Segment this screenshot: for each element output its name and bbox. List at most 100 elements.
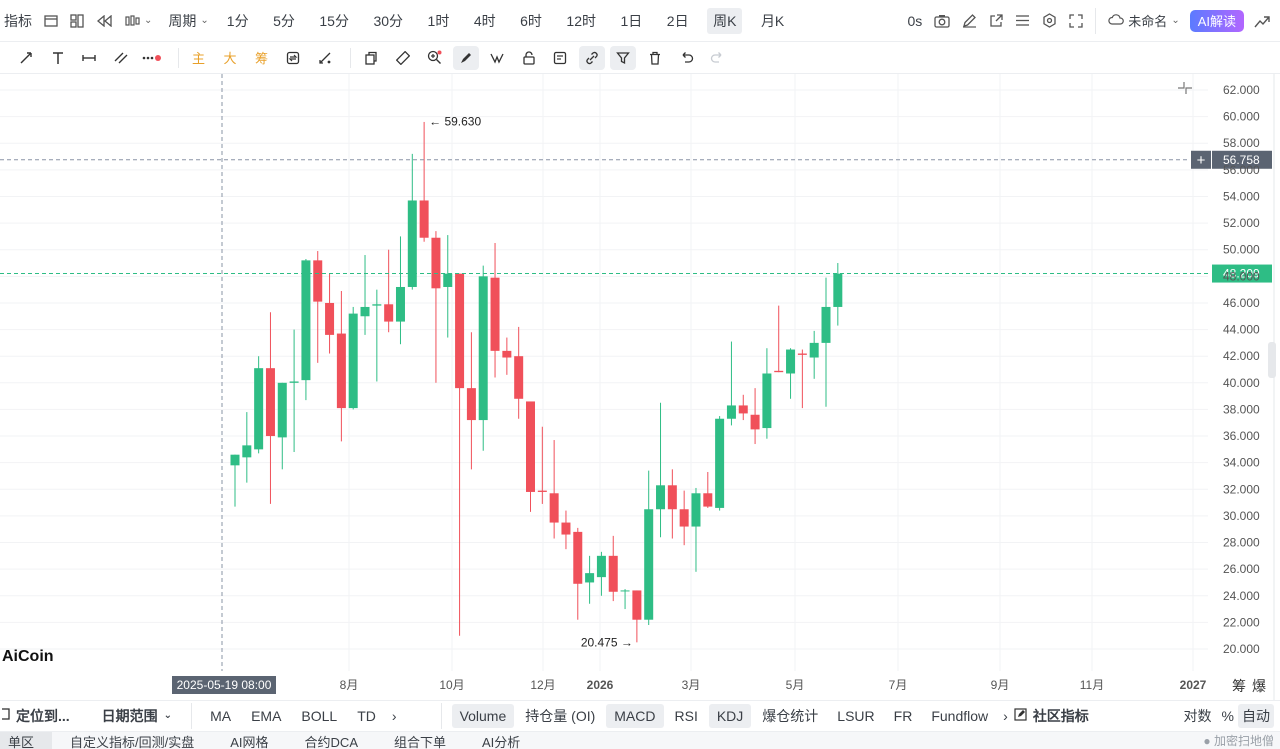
community-indicators-button[interactable]: 社区指标 <box>1012 704 1098 728</box>
locate-button[interactable]: 定位到... <box>0 704 79 728</box>
ai-interpret-button[interactable]: AI解读 <box>1189 9 1244 32</box>
popout-icon[interactable] <box>983 8 1009 34</box>
pane-indicator[interactable]: LSUR <box>837 707 875 724</box>
overlay-indicator[interactable]: BOLL <box>301 707 338 724</box>
panel-tab[interactable]: 组合下单 <box>394 734 447 749</box>
candle-down <box>455 273 465 389</box>
pane-indicator[interactable]: FR <box>893 707 913 724</box>
trendline-icon[interactable] <box>13 46 39 70</box>
list-settings-icon[interactable] <box>1009 8 1036 34</box>
interval-tab[interactable]: 30分 <box>373 12 404 29</box>
template-icon[interactable] <box>38 8 64 34</box>
chip-distribution-toggle[interactable]: 筹 <box>254 51 268 66</box>
panel-tab[interactable]: AI分析 <box>482 734 521 749</box>
lock-icon[interactable] <box>516 46 542 70</box>
overlay-indicator[interactable]: EMA <box>251 707 282 724</box>
period-dropdown[interactable]: 周期 ⌄ <box>162 8 214 34</box>
interval-tab[interactable]: 1时 <box>427 12 450 29</box>
candle-down <box>313 260 323 302</box>
crosshair-date-box <box>172 676 276 694</box>
interval-tab[interactable]: 5分 <box>273 12 295 29</box>
panel-tab[interactable]: AI网格 <box>230 734 269 749</box>
magnet-icon[interactable] <box>484 46 510 70</box>
y-tick-label: 56.000 <box>1223 163 1260 177</box>
big-order-toggle[interactable]: 大 <box>223 51 237 66</box>
y-tick-label: 46.000 <box>1223 296 1260 310</box>
swap-icon[interactable] <box>280 46 306 70</box>
candle-type-icon[interactable]: ⌄ <box>118 8 158 34</box>
measure-icon[interactable] <box>312 46 338 70</box>
more-tools-icon[interactable] <box>139 46 165 70</box>
chevron-right-icon[interactable]: › <box>1003 707 1008 724</box>
camera-icon[interactable] <box>928 8 956 34</box>
panel-tab[interactable]: 单区 <box>0 732 53 749</box>
community-label: 社区指标 <box>1032 707 1089 724</box>
pane-indicator[interactable]: MACD <box>606 703 664 728</box>
filter-icon[interactable] <box>610 45 636 70</box>
x-tick-label: 5月 <box>786 678 805 692</box>
undo-icon[interactable] <box>673 46 699 70</box>
plus-icon: + <box>1197 152 1206 169</box>
date-range-dropdown[interactable]: 日期范围 ⌄ <box>93 704 181 728</box>
pane-indicator[interactable]: KDJ <box>708 703 752 728</box>
interval-tab[interactable]: 15分 <box>319 12 349 29</box>
log-scale-toggle[interactable]: 对数 <box>1183 707 1212 724</box>
y-tick-label: 26.000 <box>1223 562 1260 576</box>
overlay-indicator[interactable]: TD <box>357 707 376 724</box>
brush-icon[interactable] <box>452 45 479 70</box>
trend-arrow-icon[interactable] <box>1248 8 1280 34</box>
x-tick-label: 2027 <box>1180 678 1207 692</box>
trash-icon[interactable] <box>642 46 668 70</box>
candlestick-chart[interactable]: +56.758 48.209 ← 59.630 20.475 → 2025-05-19 … <box>0 74 1280 727</box>
layout-save-dropdown[interactable]: 未命名 ⌄ <box>1102 8 1185 34</box>
interval-tab[interactable]: 周K <box>707 7 743 34</box>
candle-up <box>715 418 725 508</box>
pane-indicator[interactable]: 持仓量 (OI) <box>525 707 596 724</box>
indicators-button[interactable]: 指标 <box>0 8 38 34</box>
main-indicator-toggle[interactable]: 主 <box>191 51 205 66</box>
candle-down <box>537 490 547 492</box>
panel-tab[interactable]: 合约DCA <box>304 734 358 749</box>
replay-icon[interactable] <box>90 8 118 34</box>
interval-tab[interactable]: 1日 <box>620 12 643 29</box>
interval-tab[interactable]: 12时 <box>566 12 596 29</box>
y-tick-label: 28.000 <box>1223 536 1260 550</box>
interval-tab[interactable]: 月K <box>760 12 785 29</box>
pane-indicator[interactable]: Fundflow <box>931 707 989 724</box>
candle-down <box>549 493 559 523</box>
pane-indicator[interactable]: 爆仓统计 <box>762 707 819 724</box>
pane-indicator[interactable]: RSI <box>674 707 698 724</box>
candle-down <box>265 368 275 437</box>
interval-tab[interactable]: 4时 <box>473 12 496 29</box>
price-chart[interactable]: +56.758 48.209 ← 59.630 20.475 → 2025-05-19 … <box>0 74 1280 727</box>
interval-tab[interactable]: 1分 <box>226 12 249 29</box>
candle-up <box>407 200 417 287</box>
layout-grid-icon[interactable] <box>64 8 90 34</box>
zoom-in-icon[interactable] <box>421 46 447 70</box>
object-list-icon[interactable] <box>547 46 573 70</box>
panel-tab[interactable]: 自定义指标/回测/实盘 <box>70 734 195 749</box>
pencil-icon[interactable] <box>956 8 983 34</box>
period-label: 周期 <box>168 12 197 29</box>
fullscreen-icon[interactable] <box>1063 8 1089 34</box>
ruler-icon[interactable] <box>390 46 416 70</box>
y-tick-label: 48.000 <box>1223 269 1260 283</box>
copy-icon[interactable] <box>358 46 384 70</box>
wechat-icon: ● <box>1203 734 1211 748</box>
candle-down <box>526 401 535 492</box>
auto-scale-toggle[interactable]: 自动 <box>1238 703 1274 728</box>
x-tick-label: 12月 <box>530 678 555 692</box>
pane-indicator[interactable]: Volume <box>451 703 515 728</box>
link-icon[interactable] <box>578 45 605 70</box>
parallel-channel-icon[interactable] <box>108 46 134 70</box>
redo-icon[interactable] <box>705 46 731 70</box>
interval-tab[interactable]: 2日 <box>666 12 689 29</box>
gear-icon[interactable] <box>1036 8 1063 34</box>
watermark: ● 加密扫地僧 <box>1203 732 1280 749</box>
text-tool-icon[interactable] <box>45 46 71 70</box>
overlay-indicator[interactable]: MA <box>210 707 232 724</box>
interval-tab[interactable]: 6时 <box>520 12 542 29</box>
chevron-right-icon[interactable]: › <box>391 707 397 724</box>
horizontal-line-icon[interactable] <box>76 46 102 70</box>
percent-scale-toggle[interactable]: % <box>1221 707 1234 724</box>
